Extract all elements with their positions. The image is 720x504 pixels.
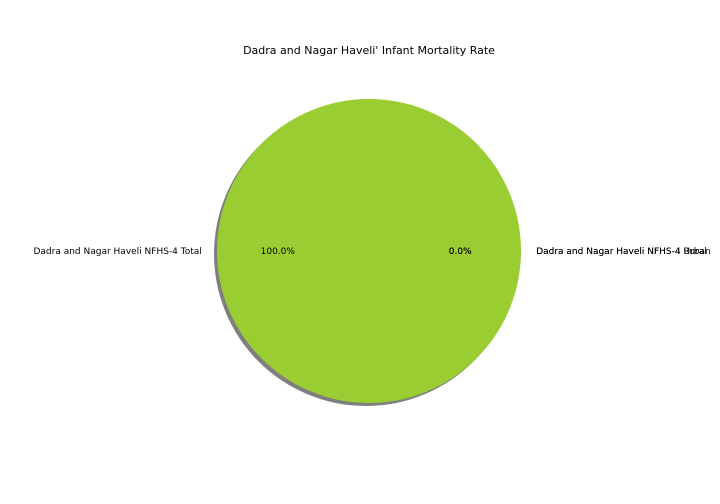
- pie-group: [214, 99, 521, 406]
- pie-slice-2-pct: 0.0%: [449, 247, 472, 257]
- pie-slice-1: [217, 99, 521, 403]
- pie-slice-1-label: Dadra and Nagar Haveli NFHS-4 Total: [33, 247, 201, 257]
- chart-title: Dadra and Nagar Haveli' Infant Mortality…: [243, 44, 495, 57]
- pie-slice-2-label: Dadra and Nagar Haveli NFHS-4 Urban: [536, 247, 711, 257]
- label-group: Dadra and Nagar Haveli NFHS-4 Total 100.0…: [33, 247, 710, 257]
- pie-slice-1-pct: 100.0%: [261, 247, 296, 257]
- pie-slice-3-pct: 0.0%: [449, 247, 472, 257]
- pie-slice-3-label: Dadra and Nagar Haveli NFHS-4 Rural: [536, 247, 707, 257]
